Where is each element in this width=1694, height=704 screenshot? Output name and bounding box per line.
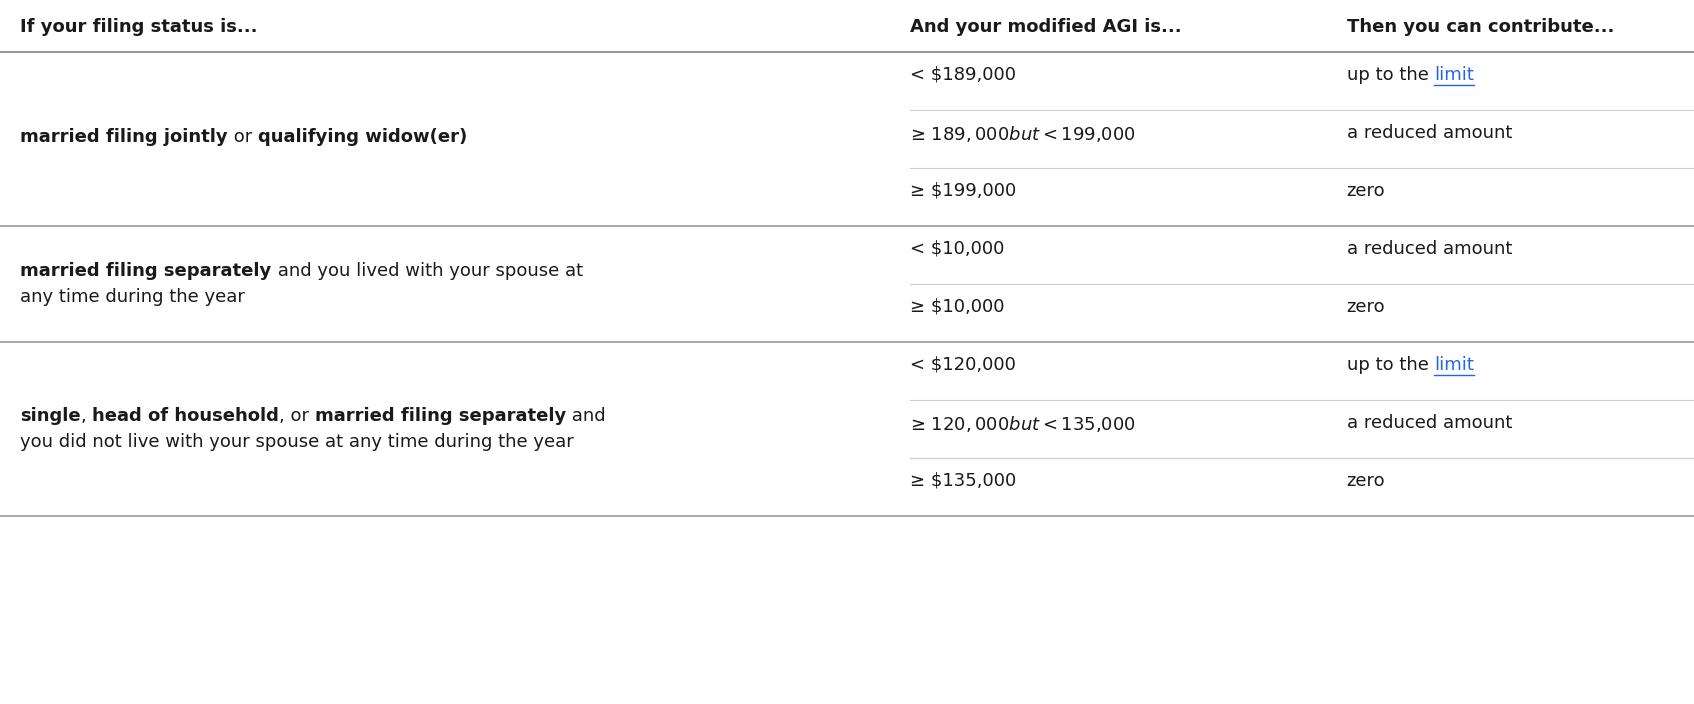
Text: and: and <box>566 407 606 425</box>
Text: a reduced amount: a reduced amount <box>1347 414 1513 432</box>
Text: ≥ $10,000: ≥ $10,000 <box>910 298 1005 316</box>
Text: you did not live with your spouse at any time during the year: you did not live with your spouse at any… <box>20 433 574 451</box>
Text: ,: , <box>81 407 93 425</box>
Text: married filing separately: married filing separately <box>20 262 271 280</box>
Text: a reduced amount: a reduced amount <box>1347 240 1513 258</box>
Text: < $10,000: < $10,000 <box>910 240 1005 258</box>
Text: qualifying widow(er): qualifying widow(er) <box>257 128 468 146</box>
Text: < $189,000: < $189,000 <box>910 66 1016 84</box>
Text: a reduced amount: a reduced amount <box>1347 124 1513 142</box>
Text: ≥ $189,000 but < $199,000: ≥ $189,000 but < $199,000 <box>910 124 1135 144</box>
Text: and you lived with your spouse at: and you lived with your spouse at <box>271 262 583 280</box>
Text: up to the: up to the <box>1347 66 1435 84</box>
Text: zero: zero <box>1347 182 1386 200</box>
Text: limit: limit <box>1435 356 1474 374</box>
Text: ≥ $135,000: ≥ $135,000 <box>910 472 1016 490</box>
Text: married filing separately: married filing separately <box>315 407 566 425</box>
Text: And your modified AGI is...: And your modified AGI is... <box>910 18 1181 36</box>
Text: zero: zero <box>1347 472 1386 490</box>
Text: < $120,000: < $120,000 <box>910 356 1016 374</box>
Text: up to the: up to the <box>1347 356 1435 374</box>
Text: any time during the year: any time during the year <box>20 288 246 306</box>
Text: Then you can contribute...: Then you can contribute... <box>1347 18 1614 36</box>
Text: ≥ $120,000 but < $135,000: ≥ $120,000 but < $135,000 <box>910 414 1135 434</box>
Text: , or: , or <box>280 407 315 425</box>
Text: married filing jointly: married filing jointly <box>20 128 229 146</box>
Text: zero: zero <box>1347 298 1386 316</box>
Text: ≥ $199,000: ≥ $199,000 <box>910 182 1016 200</box>
Text: single: single <box>20 407 81 425</box>
Text: If your filing status is...: If your filing status is... <box>20 18 257 36</box>
Text: or: or <box>229 128 257 146</box>
Text: head of household: head of household <box>93 407 280 425</box>
Text: limit: limit <box>1435 66 1474 84</box>
